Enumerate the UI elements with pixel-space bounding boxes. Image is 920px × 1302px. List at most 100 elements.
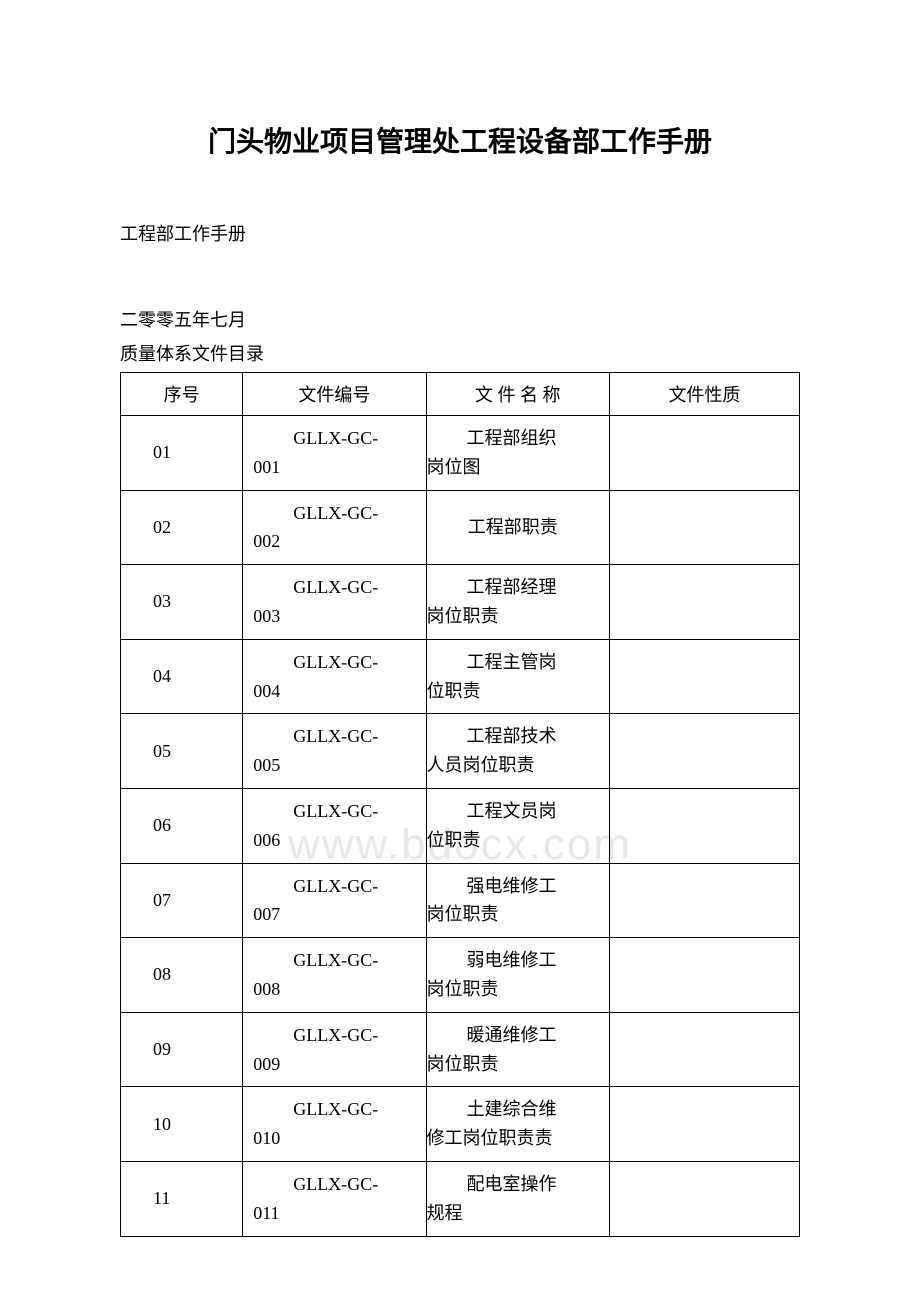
- document-index-table: 序号 文件编号 文 件 名 称 文件性质 01GLLX-GC-001工程部组织岗…: [120, 372, 800, 1237]
- code-prefix: GLLX-GC-: [253, 946, 415, 975]
- code-prefix: GLLX-GC-: [253, 1095, 415, 1124]
- page-container: www.bdocx.com 门头物业项目管理处工程设备部工作手册 工程部工作手册…: [120, 120, 800, 1237]
- cell-name: 工程部组织岗位图: [426, 416, 609, 491]
- code-suffix: 007: [253, 900, 415, 929]
- code-suffix: 004: [253, 677, 415, 706]
- cell-type: [609, 639, 799, 714]
- name-line2: 岗位职责: [427, 602, 599, 631]
- name-line1: 工程部组织: [427, 424, 599, 453]
- name-line1: 工程部经理: [427, 573, 599, 602]
- cell-name: 强电维修工岗位职责: [426, 863, 609, 938]
- code-suffix: 005: [253, 751, 415, 780]
- name-line1: 暖通维修工: [427, 1021, 599, 1050]
- cell-seq: 02: [121, 490, 243, 565]
- header-code: 文件编号: [243, 373, 426, 416]
- name-single: 工程部职责: [427, 513, 599, 542]
- cell-name: 土建综合维修工岗位职责责: [426, 1087, 609, 1162]
- cell-code: GLLX-GC-011: [243, 1161, 426, 1236]
- code-prefix: GLLX-GC-: [253, 1170, 415, 1199]
- name-line2: 岗位图: [427, 453, 599, 482]
- cell-name: 暖通维修工岗位职责: [426, 1012, 609, 1087]
- name-line1: 工程文员岗: [427, 797, 599, 826]
- cell-name: 工程部技术人员岗位职责: [426, 714, 609, 789]
- cell-type: [609, 788, 799, 863]
- table-row: 05GLLX-GC-005工程部技术人员岗位职责: [121, 714, 800, 789]
- code-prefix: GLLX-GC-: [253, 424, 415, 453]
- code-prefix: GLLX-GC-: [253, 797, 415, 826]
- cell-code: GLLX-GC-008: [243, 938, 426, 1013]
- name-line1: 工程部技术: [427, 722, 599, 751]
- subtitle-date: 二零零五年七月: [120, 306, 800, 332]
- table-row: 04GLLX-GC-004工程主管岗位职责: [121, 639, 800, 714]
- cell-type: [609, 714, 799, 789]
- code-suffix: 002: [253, 527, 415, 556]
- cell-seq: 07: [121, 863, 243, 938]
- name-line2: 位职责: [427, 677, 599, 706]
- cell-seq: 04: [121, 639, 243, 714]
- table-row: 08GLLX-GC-008弱电维修工岗位职责: [121, 938, 800, 1013]
- code-suffix: 001: [253, 453, 415, 482]
- cell-code: GLLX-GC-002: [243, 490, 426, 565]
- cell-code: GLLX-GC-009: [243, 1012, 426, 1087]
- code-suffix: 009: [253, 1050, 415, 1079]
- cell-code: GLLX-GC-003: [243, 565, 426, 640]
- subtitle-manual: 工程部工作手册: [120, 220, 800, 246]
- cell-name: 工程主管岗位职责: [426, 639, 609, 714]
- name-line2: 人员岗位职责: [427, 751, 599, 780]
- cell-seq: 10: [121, 1087, 243, 1162]
- code-prefix: GLLX-GC-: [253, 722, 415, 751]
- name-line2: 规程: [427, 1199, 599, 1228]
- document-title: 门头物业项目管理处工程设备部工作手册: [120, 120, 800, 160]
- cell-seq: 11: [121, 1161, 243, 1236]
- cell-seq: 08: [121, 938, 243, 1013]
- cell-type: [609, 416, 799, 491]
- code-prefix: GLLX-GC-: [253, 872, 415, 901]
- name-line1: 土建综合维: [427, 1095, 599, 1124]
- cell-code: GLLX-GC-001: [243, 416, 426, 491]
- table-row: 11GLLX-GC-011配电室操作规程: [121, 1161, 800, 1236]
- name-line2: 位职责: [427, 826, 599, 855]
- code-prefix: GLLX-GC-: [253, 573, 415, 602]
- cell-type: [609, 1161, 799, 1236]
- name-line1: 弱电维修工: [427, 946, 599, 975]
- name-line1: 工程主管岗: [427, 648, 599, 677]
- cell-name: 弱电维修工岗位职责: [426, 938, 609, 1013]
- table-row: 01GLLX-GC-001工程部组织岗位图: [121, 416, 800, 491]
- cell-name: 工程部职责: [426, 490, 609, 565]
- header-type: 文件性质: [609, 373, 799, 416]
- table-header-row: 序号 文件编号 文 件 名 称 文件性质: [121, 373, 800, 416]
- cell-type: [609, 1087, 799, 1162]
- cell-seq: 09: [121, 1012, 243, 1087]
- table-row: 09GLLX-GC-009暖通维修工岗位职责: [121, 1012, 800, 1087]
- cell-code: GLLX-GC-007: [243, 863, 426, 938]
- cell-name: 工程部经理岗位职责: [426, 565, 609, 640]
- code-suffix: 008: [253, 975, 415, 1004]
- subtitle-catalog: 质量体系文件目录: [120, 340, 800, 366]
- name-line2: 岗位职责: [427, 975, 599, 1004]
- header-name: 文 件 名 称: [426, 373, 609, 416]
- name-line2: 岗位职责: [427, 1050, 599, 1079]
- cell-name: 配电室操作规程: [426, 1161, 609, 1236]
- cell-code: GLLX-GC-006: [243, 788, 426, 863]
- table-row: 07GLLX-GC-007强电维修工岗位职责: [121, 863, 800, 938]
- code-prefix: GLLX-GC-: [253, 1021, 415, 1050]
- code-suffix: 010: [253, 1124, 415, 1153]
- table-row: 02GLLX-GC-002工程部职责: [121, 490, 800, 565]
- cell-type: [609, 863, 799, 938]
- cell-type: [609, 490, 799, 565]
- cell-type: [609, 565, 799, 640]
- cell-seq: 05: [121, 714, 243, 789]
- code-suffix: 003: [253, 602, 415, 631]
- name-line1: 配电室操作: [427, 1170, 599, 1199]
- cell-seq: 06: [121, 788, 243, 863]
- code-prefix: GLLX-GC-: [253, 499, 415, 528]
- cell-code: GLLX-GC-005: [243, 714, 426, 789]
- cell-name: 工程文员岗位职责: [426, 788, 609, 863]
- header-seq: 序号: [121, 373, 243, 416]
- cell-type: [609, 938, 799, 1013]
- table-row: 03GLLX-GC-003工程部经理岗位职责: [121, 565, 800, 640]
- name-line1: 强电维修工: [427, 872, 599, 901]
- cell-code: GLLX-GC-010: [243, 1087, 426, 1162]
- code-suffix: 011: [253, 1199, 415, 1228]
- cell-seq: 03: [121, 565, 243, 640]
